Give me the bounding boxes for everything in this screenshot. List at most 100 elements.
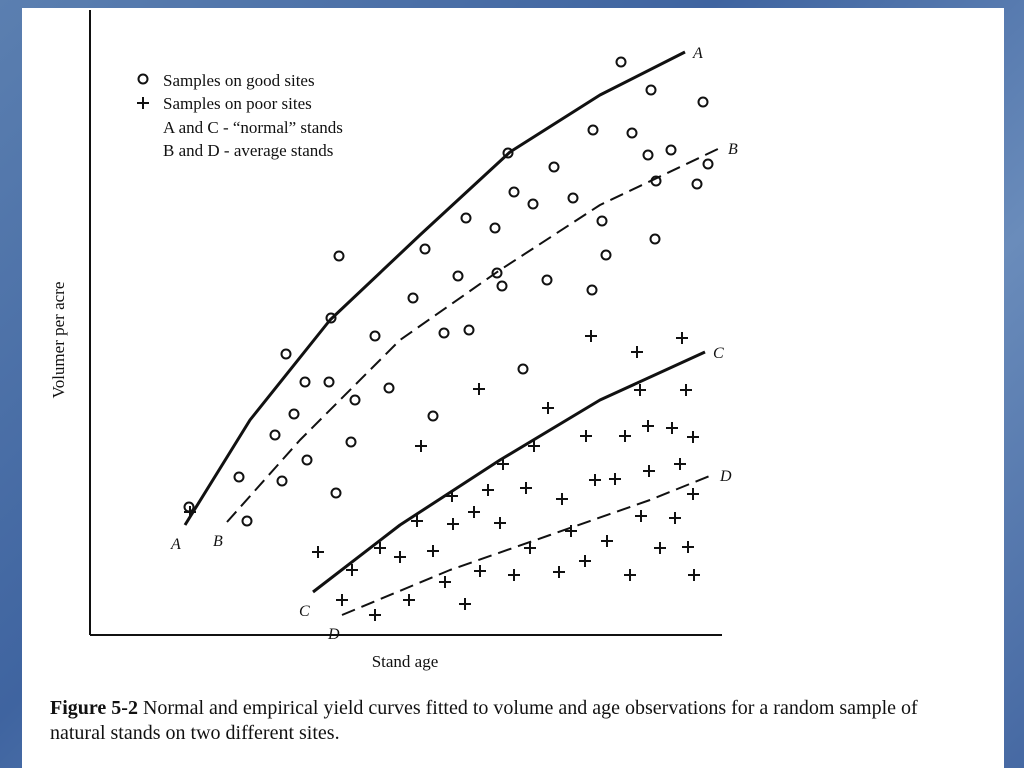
point [447, 518, 459, 530]
point [528, 440, 540, 452]
point [288, 408, 300, 420]
point [427, 545, 439, 557]
point [624, 569, 636, 581]
point [642, 149, 654, 161]
legend-marker [137, 73, 149, 85]
point [383, 382, 395, 394]
point [463, 324, 475, 336]
point [460, 212, 472, 224]
point [619, 430, 631, 442]
point [541, 274, 553, 286]
point [654, 542, 666, 554]
point [280, 348, 292, 360]
point [601, 535, 613, 547]
curve-label: A [170, 536, 181, 553]
point [680, 384, 692, 396]
point [330, 487, 342, 499]
x-axis-label: Stand age [372, 652, 439, 671]
legend-note: A and C - “normal” stands [163, 118, 343, 137]
point [502, 147, 514, 159]
point [631, 346, 643, 358]
point [542, 402, 554, 414]
point [489, 222, 501, 234]
point [419, 243, 431, 255]
point [649, 233, 661, 245]
curve [312, 350, 706, 594]
point [666, 422, 678, 434]
point [299, 376, 311, 388]
point [494, 517, 506, 529]
curve-label: A [692, 45, 703, 62]
point [312, 546, 324, 558]
curve-label: C [299, 603, 310, 620]
point [520, 482, 532, 494]
point [687, 488, 699, 500]
point [579, 555, 591, 567]
point [496, 280, 508, 292]
point [556, 493, 568, 505]
point [473, 383, 485, 395]
point [687, 431, 699, 443]
legend-label: Samples on poor sites [163, 94, 312, 113]
point [325, 312, 337, 324]
point [369, 330, 381, 342]
point [691, 178, 703, 190]
point [626, 127, 638, 139]
point [452, 270, 464, 282]
point [669, 512, 681, 524]
point [643, 465, 655, 477]
point [241, 515, 253, 527]
point [634, 384, 646, 396]
y-axis-label: Volumer per acre [49, 282, 68, 399]
point [615, 56, 627, 68]
figure-label: Figure 5-2 [50, 697, 138, 719]
caption-text: Normal and empirical yield curves fitted… [50, 697, 918, 744]
point [596, 215, 608, 227]
point [585, 330, 597, 342]
legend-label: Samples on good sites [163, 71, 315, 90]
sheet [22, 8, 1004, 768]
point [374, 542, 386, 554]
point [674, 458, 686, 470]
point [269, 429, 281, 441]
point [548, 161, 560, 173]
point [609, 473, 621, 485]
curve-label: B [728, 141, 738, 158]
point [349, 394, 361, 406]
point [345, 436, 357, 448]
point [567, 192, 579, 204]
point [580, 430, 592, 442]
point [415, 440, 427, 452]
point [301, 454, 313, 466]
point [586, 284, 598, 296]
point [411, 515, 423, 527]
point [688, 569, 700, 581]
point [508, 186, 520, 198]
point [645, 84, 657, 96]
point [346, 564, 358, 576]
point [665, 144, 677, 156]
point [635, 510, 647, 522]
curve [226, 147, 721, 523]
point [642, 420, 654, 432]
point [403, 594, 415, 606]
point [565, 525, 577, 537]
point [336, 594, 348, 606]
curve [183, 50, 686, 526]
point [439, 576, 451, 588]
point [491, 267, 503, 279]
point [600, 249, 612, 261]
point [369, 609, 381, 621]
point [427, 410, 439, 422]
point [323, 376, 335, 388]
point [276, 475, 288, 487]
curve-label: C [713, 345, 724, 362]
curve-label: D [719, 468, 732, 485]
point [468, 506, 480, 518]
point [682, 541, 694, 553]
point [508, 569, 520, 581]
legend-marker [137, 97, 149, 109]
point [333, 250, 345, 262]
point [697, 96, 709, 108]
